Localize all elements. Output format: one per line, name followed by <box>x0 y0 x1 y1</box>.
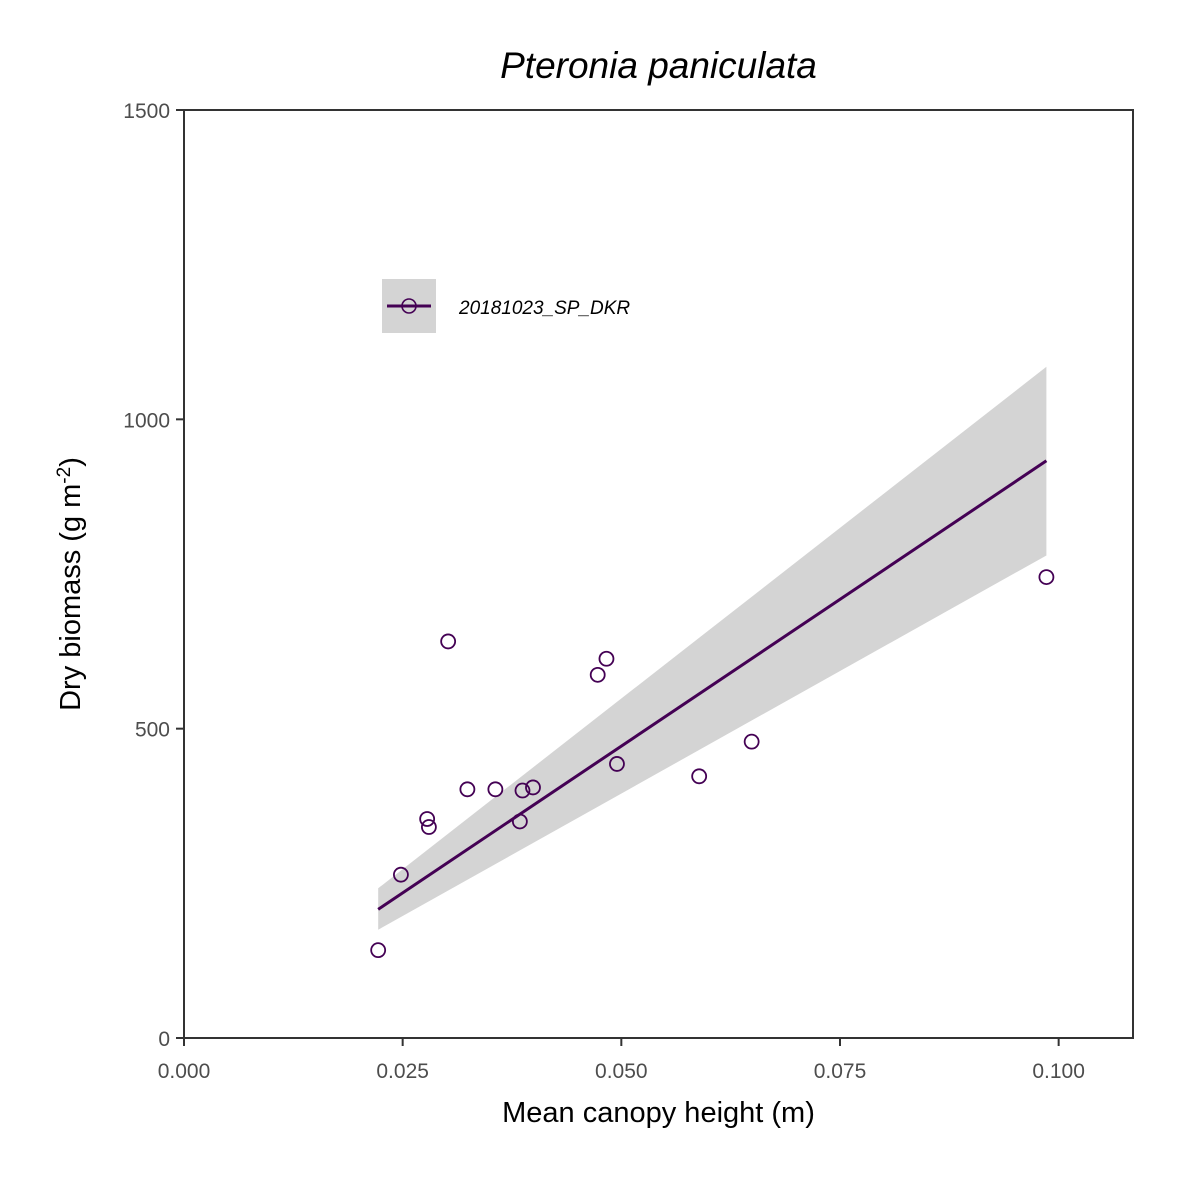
y-axis-title-close: ) <box>55 457 87 467</box>
data-point <box>589 666 606 683</box>
data-point <box>1038 569 1055 585</box>
data-point <box>459 781 476 798</box>
confidence-band-layer <box>378 366 1047 930</box>
x-tick-label: 0.000 <box>158 1060 211 1083</box>
y-tick-label: 1500 <box>123 100 170 123</box>
x-axis: 0.000 0.025 0.050 0.075 0.100 <box>158 1037 1133 1083</box>
y-axis-title: Dry biomass (g m-2) <box>54 457 88 711</box>
chart-title: Pteronia paniculata <box>500 45 817 86</box>
y-tick-label: 500 <box>135 719 170 742</box>
legend-entry-label: 20181023_SP_DKR <box>458 298 630 319</box>
confidence-band <box>378 366 1047 930</box>
data-point <box>598 650 615 667</box>
y-tick-label: 0 <box>158 1028 170 1051</box>
legend: 20181023_SP_DKR <box>382 279 630 333</box>
regression-line-layer <box>377 459 1048 911</box>
regression-line <box>377 459 1048 911</box>
data-points-layer <box>370 569 1055 959</box>
legend-key-point <box>401 298 417 314</box>
x-tick-label: 0.100 <box>1032 1060 1085 1083</box>
x-axis-title: Mean canopy height (m) <box>502 1097 815 1129</box>
data-point <box>609 756 625 772</box>
y-axis-title-superscript: -2 <box>54 467 75 484</box>
data-point <box>487 781 504 798</box>
data-point <box>440 633 457 650</box>
data-point <box>511 813 528 830</box>
x-tick-label: 0.050 <box>595 1060 648 1083</box>
data-point <box>691 768 708 785</box>
y-tick-label: 1000 <box>123 409 170 432</box>
data-point <box>525 779 541 796</box>
y-axis-title-main: Dry biomass (g m <box>55 484 87 711</box>
x-tick-label: 0.025 <box>376 1060 429 1083</box>
data-point <box>421 819 437 835</box>
data-point <box>419 811 436 827</box>
data-point <box>370 942 387 959</box>
data-point <box>393 866 409 883</box>
data-point <box>743 733 760 750</box>
x-tick-label: 0.075 <box>814 1060 867 1083</box>
y-axis: 0 500 1000 1500 <box>123 100 185 1051</box>
data-point <box>514 782 531 799</box>
